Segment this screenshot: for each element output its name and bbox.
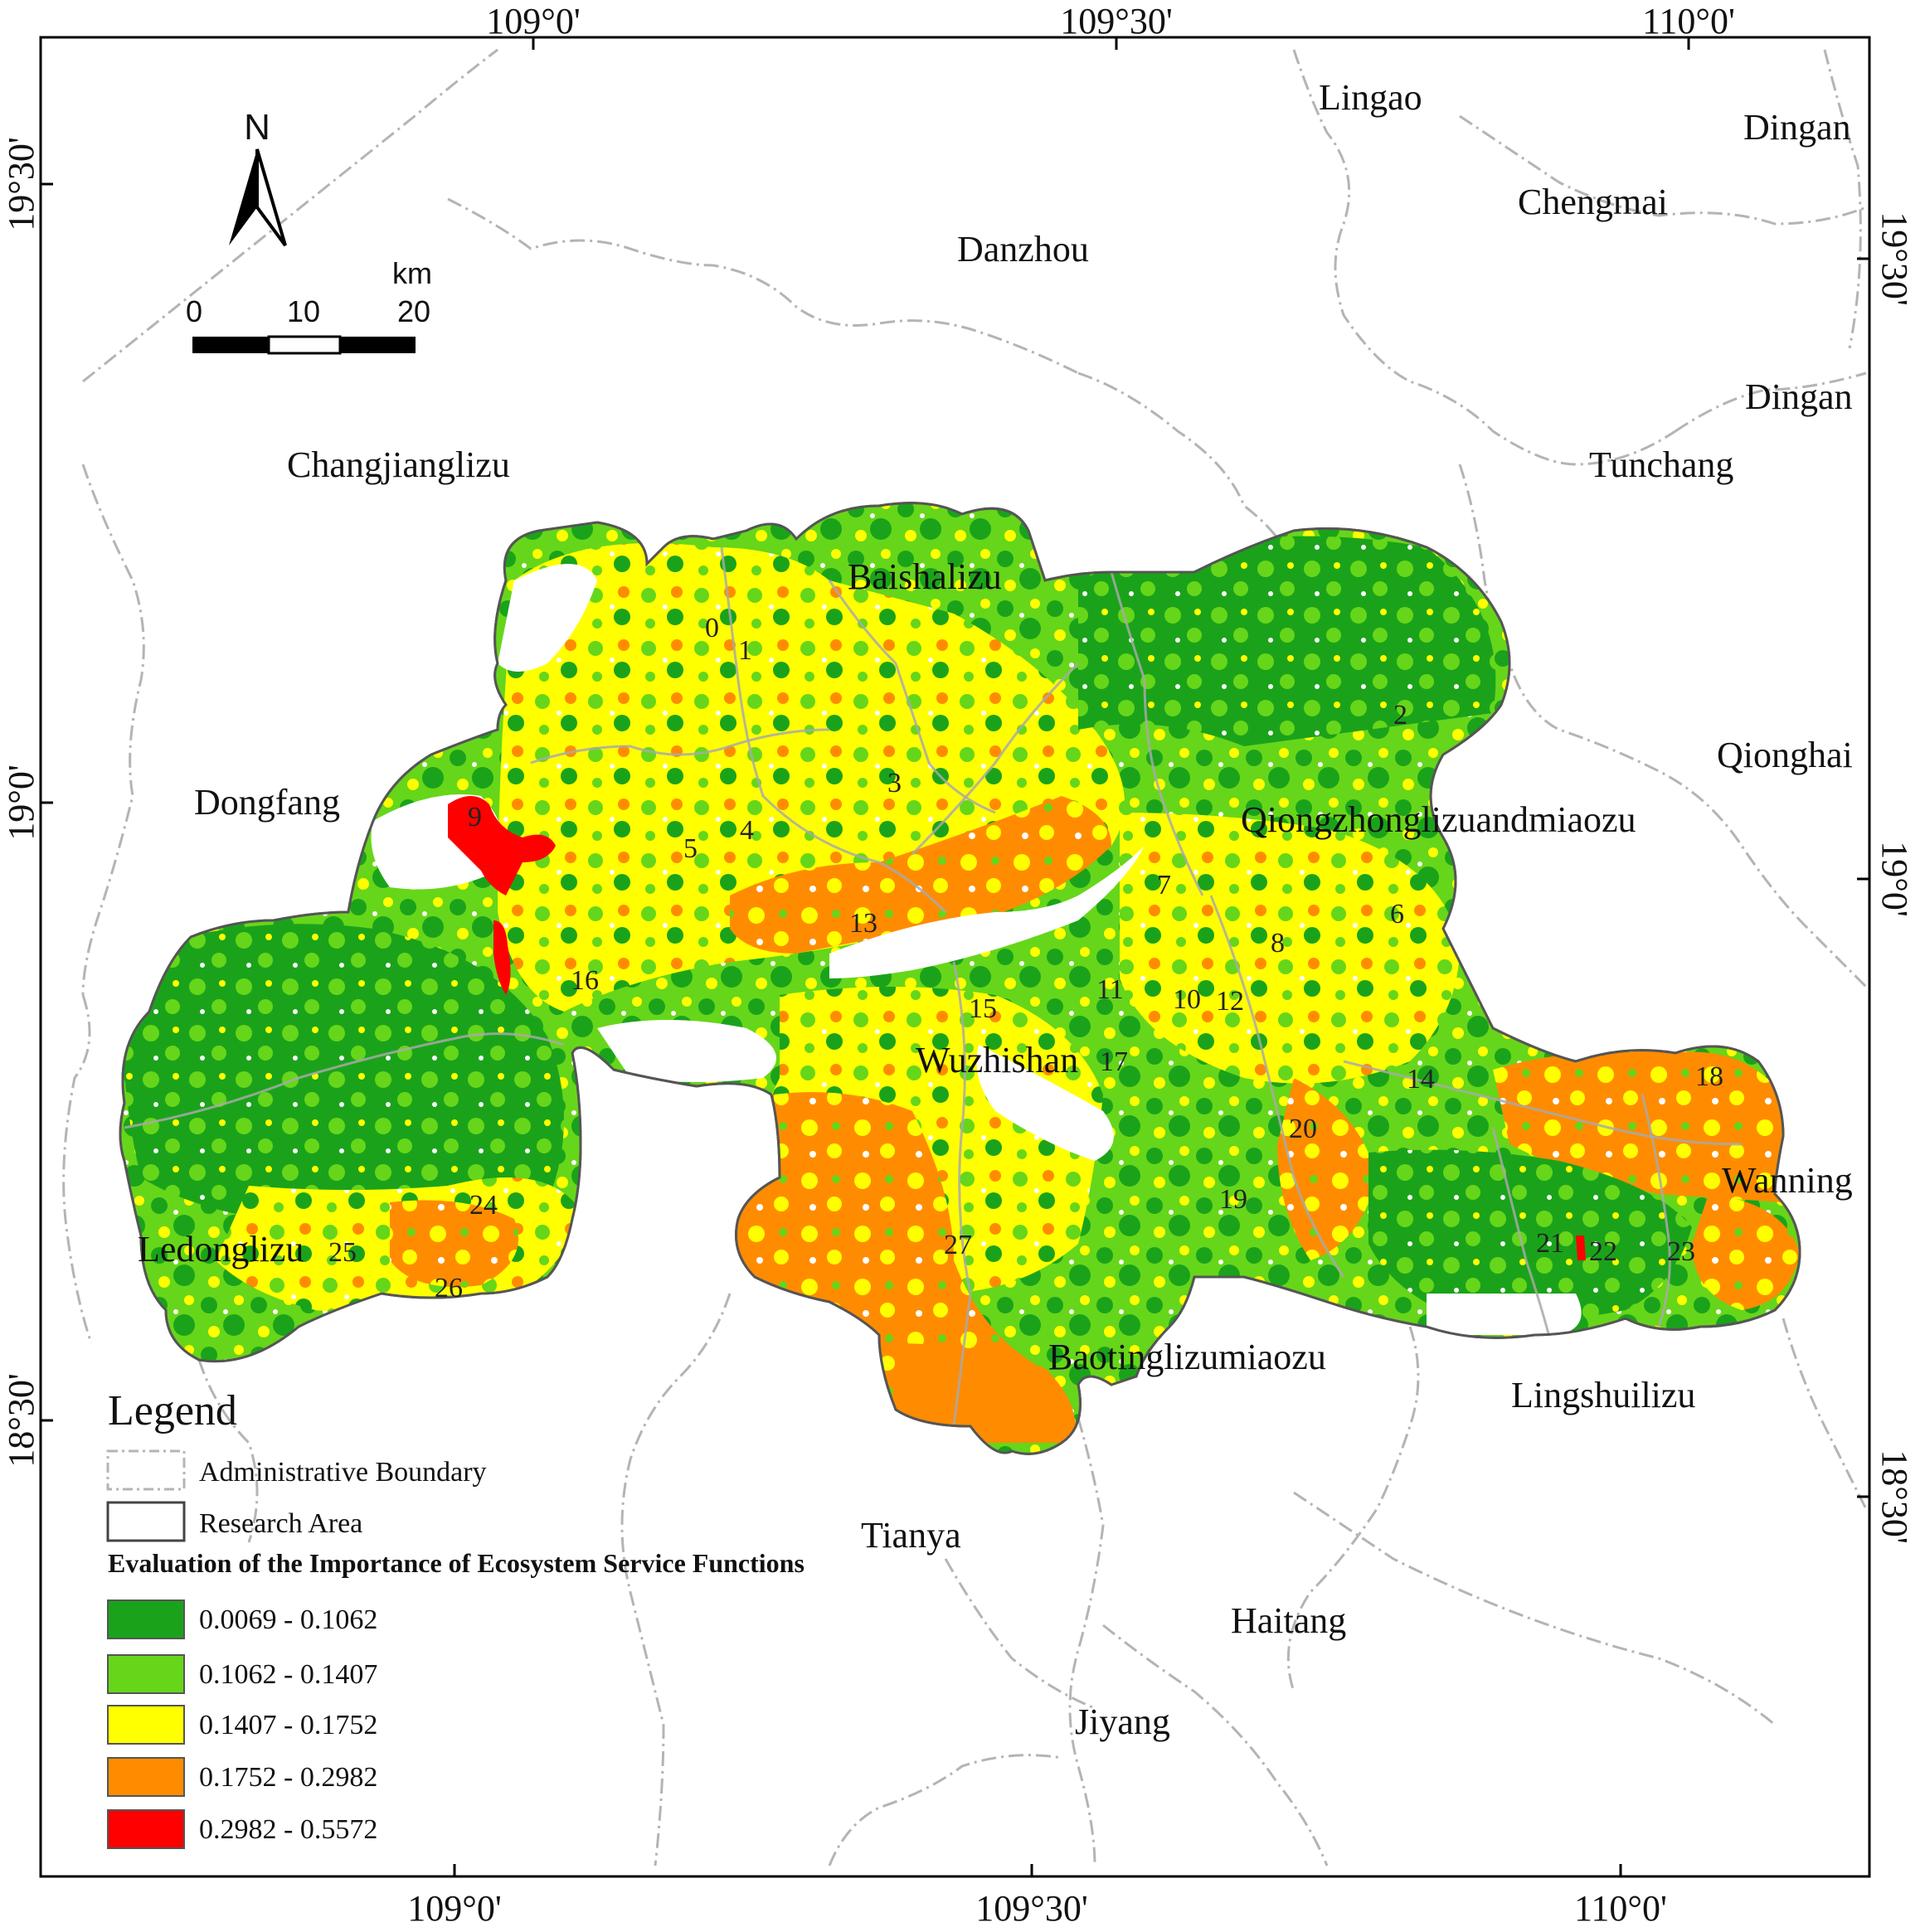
zone-label: 24 <box>469 1190 498 1221</box>
zone-label: 18 <box>1695 1061 1723 1092</box>
legend-class-label: 0.1407 - 0.1752 <box>199 1710 377 1740</box>
zone-label: 5 <box>683 833 698 864</box>
scale-unit: km <box>392 256 432 290</box>
place-tunchang: Tunchang <box>1589 444 1733 485</box>
legend-class-label: 0.2982 - 0.5572 <box>199 1814 377 1845</box>
zone-label: 2 <box>1393 700 1407 731</box>
place-baishalizu: Baishalizu <box>848 556 1002 597</box>
place-tianya: Tianya <box>861 1515 961 1556</box>
place-qiongzhong: Qiongzhonglizuandmiaozu <box>1241 799 1636 840</box>
coord-left-3: 18°30' <box>1 1373 41 1468</box>
zone-label: 0 <box>705 613 719 643</box>
coord-left-1: 19°30' <box>1 137 41 231</box>
zone-label: 16 <box>571 965 599 996</box>
north-label: N <box>244 107 270 148</box>
zone-label: 13 <box>849 908 877 939</box>
legend-class-swatch <box>107 1757 185 1797</box>
scale-bar: km 0 10 20 <box>186 256 432 355</box>
zone-label: 10 <box>1173 984 1201 1015</box>
graticule <box>41 37 1869 1876</box>
coord-right-1: 19°30' <box>1874 211 1915 306</box>
zone-label: 23 <box>1667 1236 1695 1267</box>
zone-label: 17 <box>1100 1046 1128 1077</box>
scale-tick-10: 10 <box>287 294 320 328</box>
coord-left-2: 19°0' <box>1 765 41 841</box>
zone-label: 20 <box>1289 1114 1317 1144</box>
zone-label: 19 <box>1219 1184 1247 1215</box>
zone-label: 12 <box>1216 986 1244 1017</box>
zone-label: 9 <box>468 802 482 833</box>
place-wanning: Wanning <box>1722 1160 1853 1201</box>
legend-class-swatch <box>107 1599 185 1639</box>
coord-top-3: 110°0' <box>1642 1 1735 41</box>
place-ledonglizu: Ledonglizu <box>138 1229 304 1269</box>
zone-label: 4 <box>740 815 754 846</box>
zone-labels: 0 1 2 3 4 5 6 7 8 9 10 11 12 13 14 15 16… <box>328 613 1723 1303</box>
place-danzhou: Danzhou <box>957 229 1089 269</box>
zone-label: 6 <box>1390 899 1404 930</box>
coord-bottom-2: 109°30' <box>975 1888 1088 1929</box>
place-lingshuilizu: Lingshuilizu <box>1511 1375 1695 1415</box>
zone-label: 1 <box>738 635 752 666</box>
place-lingao: Lingao <box>1319 77 1422 118</box>
zone-label: 22 <box>1589 1236 1617 1267</box>
place-haitang: Haitang <box>1231 1600 1346 1641</box>
scale-tick-0: 0 <box>186 294 202 328</box>
north-arrow-icon: N <box>229 107 287 247</box>
place-qionghai: Qionghai <box>1717 735 1853 775</box>
zone-label: 21 <box>1536 1228 1564 1259</box>
place-dongfang: Dongfang <box>194 782 340 823</box>
place-dingan-south: Dingan <box>1745 376 1853 417</box>
legend-class-label: 0.1752 - 0.2982 <box>199 1762 377 1793</box>
place-baotinglizumiaozu: Baotinglizumiaozu <box>1048 1337 1326 1377</box>
place-wuzhishan: Wuzhishan <box>916 1040 1078 1080</box>
place-changjianglizu: Changjianglizu <box>287 444 510 485</box>
legend-research-swatch <box>106 1501 186 1542</box>
administrative-boundaries <box>62 48 1868 1866</box>
zone-label: 25 <box>328 1237 357 1268</box>
coord-top-1: 109°0' <box>486 1 581 41</box>
legend-admin-label: Administrative Boundary <box>199 1457 487 1488</box>
legend-class-swatch <box>107 1809 185 1849</box>
legend-class-label: 0.0069 - 0.1062 <box>199 1604 377 1635</box>
place-dingan-north: Dingan <box>1743 107 1851 148</box>
zone-label: 3 <box>887 768 902 799</box>
legend-class-title: Evaluation of the Importance of Ecosyste… <box>108 1548 805 1578</box>
legend-title: Legend <box>108 1387 237 1434</box>
zone-label: 8 <box>1271 928 1285 959</box>
coord-right-2: 19°0' <box>1874 841 1915 917</box>
coord-right-3: 18°30' <box>1874 1449 1915 1544</box>
zone-label: 7 <box>1157 870 1171 900</box>
zone-label: 26 <box>435 1273 463 1303</box>
scale-tick-20: 20 <box>397 294 430 328</box>
place-chengmai: Chengmai <box>1518 182 1668 222</box>
place-jiyang: Jiyang <box>1075 1701 1170 1742</box>
coord-bottom-1: 109°0' <box>407 1888 502 1929</box>
legend-class-label: 0.1062 - 0.1407 <box>199 1659 377 1690</box>
zone-label: 27 <box>944 1230 972 1260</box>
legend: Legend Administrative Boundary Research … <box>106 1387 805 1849</box>
coord-bottom-3: 110°0' <box>1574 1888 1667 1929</box>
legend-research-label: Research Area <box>199 1508 362 1539</box>
legend-class-swatch <box>107 1705 185 1745</box>
coord-top-2: 109°30' <box>1060 1 1173 41</box>
legend-class-swatch <box>107 1654 185 1694</box>
zone-label: 11 <box>1096 974 1124 1005</box>
legend-admin-swatch <box>106 1449 186 1491</box>
zone-label: 14 <box>1407 1064 1435 1095</box>
place-names: Lingao Dingan Chengmai Danzhou Dingan Ch… <box>138 77 1853 1742</box>
zone-label: 15 <box>969 993 997 1024</box>
